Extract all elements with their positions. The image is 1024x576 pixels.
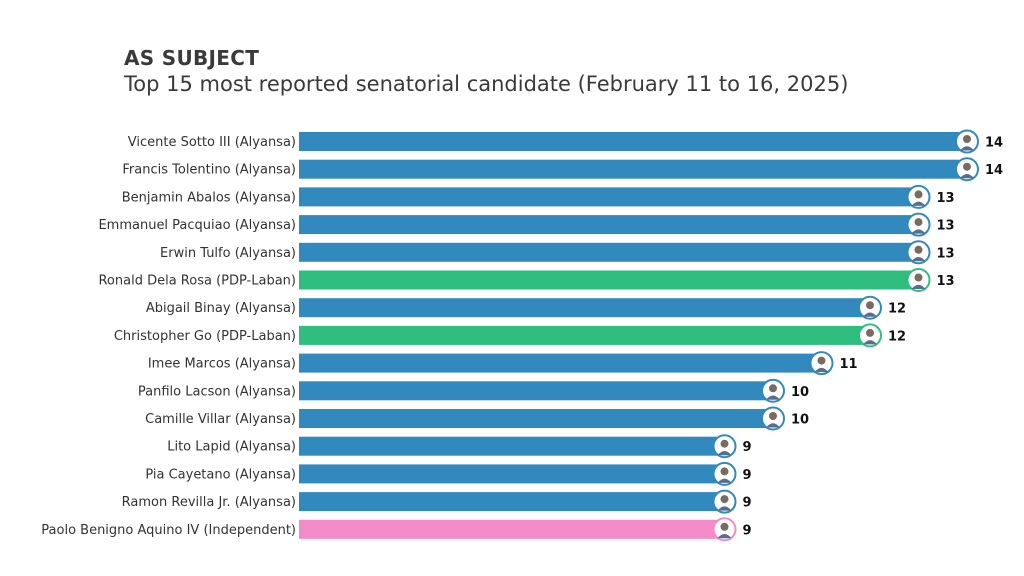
bar <box>299 187 920 207</box>
bar <box>299 436 726 456</box>
bar <box>299 492 726 512</box>
bar <box>299 298 871 318</box>
chart-title: AS SUBJECT <box>124 46 260 70</box>
value-label: 9 <box>743 440 752 455</box>
value-label: 11 <box>840 357 858 372</box>
category-label: Benjamin Abalos (Alyansa) <box>122 190 296 205</box>
category-label: Francis Tolentino (Alyansa) <box>122 163 296 178</box>
avatar-icon <box>906 240 931 265</box>
bar <box>299 159 968 179</box>
value-label: 13 <box>937 246 955 261</box>
avatar-icon <box>955 129 979 154</box>
avatar-icon <box>761 406 785 431</box>
value-label: 10 <box>791 385 809 400</box>
category-label: Paolo Benigno Aquino IV (Independent) <box>41 523 296 538</box>
bar <box>299 519 726 539</box>
avatar-icon <box>858 323 882 348</box>
category-label: Abigail Binay (Alyansa) <box>146 301 296 316</box>
category-label: Ramon Revilla Jr. (Alyansa) <box>122 495 296 510</box>
category-label: Panfilo Lacson (Alyansa) <box>138 384 296 399</box>
value-label: 9 <box>743 468 752 483</box>
avatar-icon <box>955 157 979 182</box>
value-label: 9 <box>743 496 752 511</box>
avatar-icon <box>906 268 931 292</box>
value-label: 13 <box>937 191 955 206</box>
value-label: 9 <box>743 523 752 538</box>
value-label: 10 <box>791 413 809 428</box>
bar <box>299 215 920 235</box>
avatar-icon <box>761 378 785 403</box>
avatar-icon <box>906 184 931 209</box>
bar <box>299 270 920 290</box>
bar <box>299 464 726 484</box>
chart-subtitle: Top 15 most reported senatorial candidat… <box>124 72 849 96</box>
avatar-icon <box>712 434 737 459</box>
category-label: Imee Marcos (Alyansa) <box>148 357 296 372</box>
avatar-icon <box>712 489 737 514</box>
category-label: Christopher Go (PDP-Laban) <box>114 329 296 344</box>
avatar-icon <box>712 517 737 542</box>
bar <box>299 409 774 428</box>
category-label: Vicente Sotto III (Alyansa) <box>128 135 296 150</box>
category-label: Erwin Tulfo (Alyansa) <box>160 246 296 261</box>
category-label: Lito Lapid (Alyansa) <box>167 440 296 455</box>
value-label: 12 <box>888 302 906 317</box>
avatar-icon <box>858 295 882 320</box>
value-label: 12 <box>888 329 906 344</box>
bar <box>299 325 871 345</box>
avatar-icon <box>906 212 931 237</box>
bar <box>299 381 774 401</box>
avatar-icon <box>809 351 834 376</box>
value-label: 14 <box>985 136 1003 151</box>
value-label: 13 <box>937 274 955 289</box>
bar <box>299 242 920 262</box>
avatar-icon <box>712 461 737 486</box>
bar <box>299 132 968 151</box>
category-label: Emmanuel Pacquiao (Alyansa) <box>98 218 296 233</box>
category-label: Ronald Dela Rosa (PDP-Laban) <box>98 274 296 289</box>
category-label: Pia Cayetano (Alyansa) <box>145 467 296 482</box>
value-label: 14 <box>985 163 1003 178</box>
value-label: 13 <box>937 219 955 234</box>
bar <box>299 353 823 373</box>
category-label: Camille Villar (Alyansa) <box>145 412 296 427</box>
